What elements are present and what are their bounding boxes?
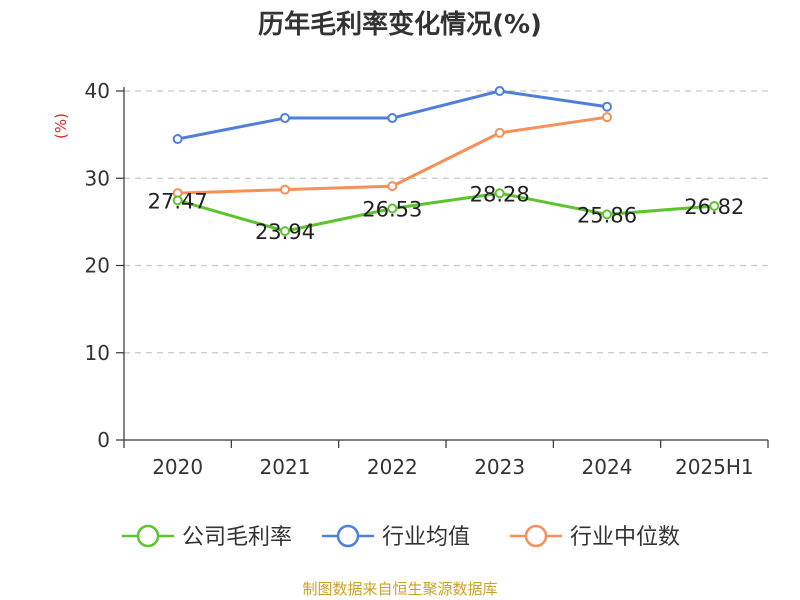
- series-line: [177, 191, 715, 233]
- data-label: 23.94: [255, 220, 315, 244]
- data-label: 28.28: [470, 182, 530, 206]
- x-tick-label: 2023: [474, 455, 525, 479]
- data-point: [494, 188, 505, 199]
- data-point: [709, 200, 720, 211]
- gridlines: [124, 90, 768, 354]
- legend-marker: [524, 524, 548, 548]
- data-label: 27.47: [148, 189, 208, 213]
- data-point: [602, 112, 612, 123]
- legend-label: 行业均值: [382, 525, 470, 550]
- series-lines: [172, 86, 720, 237]
- chart-title: 历年毛利率变化情况(%): [258, 10, 542, 40]
- y-tick-label: 30: [85, 166, 110, 190]
- legend-label: 行业中位数: [570, 525, 680, 550]
- y-tick-label: 10: [85, 341, 110, 365]
- axes: 0 10 20 30 40 2020 2021 2022 2023 2024 2025H1 (%): [52, 79, 769, 479]
- data-label: 25.86: [577, 203, 637, 227]
- x-tick-label: 2021: [260, 455, 311, 479]
- data-point: [602, 101, 612, 112]
- data-point: [280, 113, 290, 124]
- data-point: [494, 86, 505, 96]
- data-label: 26.82: [684, 195, 744, 219]
- data-point: [387, 203, 398, 214]
- data-point: [172, 133, 183, 144]
- data-point: [494, 127, 505, 138]
- y-tick-label: 20: [85, 254, 110, 278]
- data-point: [280, 226, 290, 237]
- x-tick-label: 2022: [367, 455, 418, 479]
- data-label: 26.53: [362, 198, 422, 222]
- data-point: [387, 113, 398, 124]
- legend-label: 公司毛利率: [182, 525, 292, 550]
- y-axis-label: (%): [52, 113, 70, 139]
- legend-marker: [336, 524, 360, 548]
- data-point: [387, 181, 398, 192]
- data-point: [602, 209, 612, 220]
- data-labels: 27.47 23.94 26.53 28.28 25.86 26.82: [148, 182, 745, 244]
- legend-marker: [136, 524, 160, 548]
- legend: 公司毛利率 行业均值 行业中位数: [122, 524, 680, 550]
- y-tick-label: 40: [85, 79, 110, 103]
- x-tick-label: 2025H1: [675, 455, 754, 479]
- data-point: [172, 195, 183, 206]
- x-tick-label: 2024: [582, 455, 633, 479]
- y-tick-label: 0: [97, 428, 110, 452]
- source-note: 制图数据来自恒生聚源数据库: [302, 580, 498, 598]
- x-tick-label: 2020: [152, 455, 203, 479]
- data-point: [280, 184, 290, 195]
